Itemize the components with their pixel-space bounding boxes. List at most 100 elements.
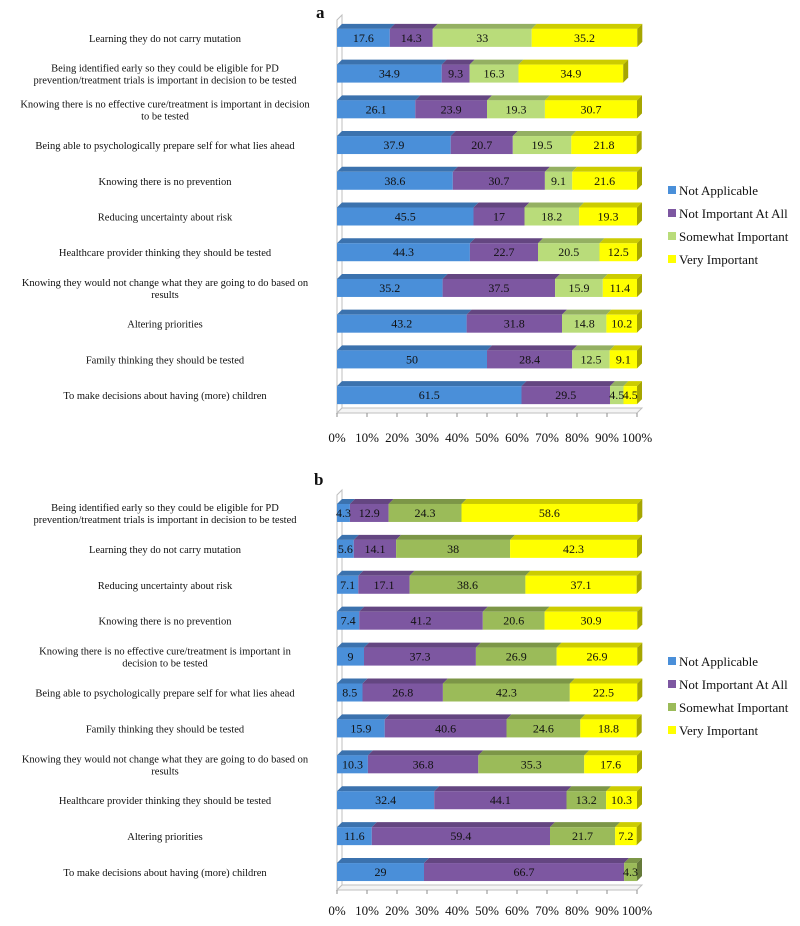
bar-segment (424, 863, 625, 882)
bar-segment-top (337, 309, 472, 315)
bar-segment-top (606, 786, 642, 792)
x-tick-label: 80% (565, 430, 589, 445)
bar-segment-top (396, 534, 516, 540)
bar-segment-top (469, 59, 524, 65)
bar-segment (337, 683, 363, 702)
bar-segment-top (337, 786, 440, 792)
data-label: 5.6 (338, 542, 353, 556)
data-label: 37.9 (383, 138, 404, 152)
data-label: 45.5 (395, 210, 416, 224)
x-tick-label: 90% (595, 903, 619, 918)
data-label: 12.5 (608, 245, 629, 259)
bar-segment (518, 64, 624, 83)
legend-swatch (668, 186, 676, 194)
bar-segment-top (337, 534, 359, 540)
bar-segment (599, 243, 637, 262)
legend-swatch (668, 703, 676, 711)
bar-segment (555, 278, 603, 297)
x-tick-label: 0% (328, 430, 346, 445)
bar-segment-top (337, 345, 492, 351)
data-label: 9 (348, 650, 354, 664)
bar-segment-top (337, 498, 355, 504)
bar-side (637, 534, 642, 558)
bar-segment (512, 136, 572, 155)
bar-segment-top (442, 273, 561, 279)
bar-segment-top (606, 309, 642, 315)
category-label: Learning they do not carry mutation (89, 545, 242, 556)
bar-segment (337, 791, 435, 810)
bar-segment (359, 611, 483, 630)
bar-segment (544, 100, 637, 119)
bar-row: Knowing there is no effective cure/treat… (20, 95, 642, 122)
category-label: Knowing there is no effective cure/treat… (20, 99, 310, 122)
bar-segment-top (337, 570, 364, 576)
bar-segment (337, 503, 350, 522)
bar-segment-top (415, 95, 492, 101)
bar-row: Being identified early so they could be … (33, 59, 629, 87)
bar-segment (337, 100, 416, 119)
bar-side (637, 786, 642, 810)
bar-segment-top (466, 309, 567, 315)
bar-segment (584, 755, 637, 774)
bar-segment (337, 719, 385, 738)
data-label: 13.2 (576, 793, 597, 807)
data-label: 26.9 (586, 650, 607, 664)
data-label: 18.8 (598, 721, 619, 735)
data-label: 19.5 (532, 138, 553, 152)
bar-segment (409, 575, 526, 594)
bar-segment-top (452, 166, 550, 172)
bar-segment (461, 503, 638, 522)
category-label: Knowing they would not change what they … (22, 278, 309, 301)
data-label: 12.9 (359, 506, 380, 520)
bar-side (636, 131, 642, 155)
bar-segment-top (337, 23, 395, 29)
bar-segment (337, 314, 467, 333)
bar-row: Family thinking they should be tested 15.… (86, 714, 642, 738)
bar-segment (432, 28, 532, 47)
bar-side (637, 309, 642, 333)
bar-side (636, 714, 642, 738)
bar-row: Knowing they would not change what they … (22, 750, 642, 777)
bar-segment (389, 28, 433, 47)
x-tick-label: 80% (565, 903, 589, 918)
bar-segment-top (337, 714, 390, 720)
bar-segment (337, 611, 360, 630)
legend-label: Very Important (679, 252, 758, 267)
data-label: 23.9 (441, 102, 462, 116)
category-label: Healthcare provider thinking they should… (59, 248, 272, 259)
bar-segment-top (469, 238, 543, 244)
x-tick-label: 50% (475, 903, 499, 918)
bar-segment-top (566, 786, 612, 792)
bar-segment (544, 611, 638, 630)
data-label: 59.4 (450, 829, 471, 843)
axis-floor (335, 884, 644, 891)
bar-row: Reducing uncertainty about risk 7.1 17.1 38… (98, 570, 642, 594)
bar-segment (337, 171, 453, 190)
bar-segment (623, 386, 637, 405)
bar-segment-top (473, 202, 530, 208)
bar-segment-top (337, 858, 429, 864)
bar-side (637, 750, 642, 774)
bar-segment-top (337, 131, 456, 137)
bar-segment-top (512, 131, 577, 137)
data-label: 22.5 (593, 686, 614, 700)
category-label: To make decisions about having (more) ch… (63, 391, 267, 402)
data-label: 7.4 (341, 614, 356, 628)
data-label: 44.1 (490, 793, 511, 807)
category-label: Being able to psychologically prepare se… (35, 141, 295, 152)
bar-segment (473, 207, 525, 226)
bar-segment-top (337, 95, 421, 101)
bar-segment (609, 350, 637, 369)
bar-row: Healthcare provider thinking they should… (59, 238, 642, 262)
category-label: Family thinking they should be tested (86, 724, 245, 735)
bar-row: Healthcare provider thinking they should… (59, 786, 642, 810)
data-label: 8.5 (342, 686, 357, 700)
x-tick-label: 30% (415, 430, 439, 445)
category-label: Knowing there is no effective cure/treat… (39, 647, 291, 670)
bar-segment (466, 314, 562, 333)
data-label: 17.6 (600, 757, 621, 771)
data-label: 34.9 (560, 67, 581, 81)
bar-segment-top (518, 59, 629, 65)
bar-segment-top (367, 750, 484, 756)
